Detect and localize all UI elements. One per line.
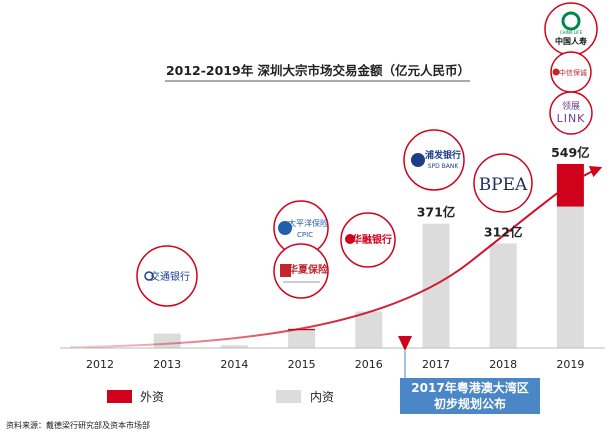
huarong-mark-icon <box>345 234 355 244</box>
spdb-mark-icon <box>411 153 425 167</box>
value-label-2017: 371亿 <box>417 205 456 220</box>
bar-domestic-2013 <box>153 333 181 348</box>
cpic-mark-icon <box>278 221 292 235</box>
x-tick-2013: 2013 <box>153 358 181 371</box>
logo-label-bocom: 交通银行 <box>150 270 190 283</box>
bar-domestic-2017 <box>422 223 450 348</box>
logo-huarong: 华融银行 <box>340 212 396 268</box>
logo-label-cpic: 太平洋保险 <box>288 218 328 228</box>
x-tick-2012: 2012 <box>86 358 114 371</box>
chart-title: 2012-2019年 深圳大宗市场交易金额（亿元人民币） <box>166 63 470 78</box>
legend-swatch-domestic <box>276 390 301 403</box>
logo-bpea: BPEA <box>473 153 533 213</box>
announcement-line-1: 2017年粤港澳大湾区 <box>411 380 528 395</box>
logo-sub-cpic: CPIC <box>297 231 313 239</box>
bar-foreign-2019 <box>556 164 584 207</box>
logo-cpic: 太平洋保险 CPIC <box>273 200 329 256</box>
bar-foreign-2015 <box>288 328 316 331</box>
bar-domestic-2016 <box>355 311 383 348</box>
logo-label-spdb: 浦发银行 <box>425 149 461 161</box>
bar-domestic-2012 <box>86 346 114 348</box>
chinalife-mark-icon <box>561 11 581 31</box>
x-tick-2014: 2014 <box>220 358 248 371</box>
bar-domestic-2014 <box>220 345 248 348</box>
x-tick-2018: 2018 <box>489 358 517 371</box>
value-labels: 371亿 312亿 549亿 <box>417 145 590 239</box>
logo-label-link-cn: 领展 <box>562 100 580 112</box>
logo-citic-prudential: 中信保诚 <box>550 51 592 93</box>
logo-sub-chinalife: CHINA LIFE <box>560 30 583 35</box>
value-label-2018: 312亿 <box>484 224 523 239</box>
legend-label-domestic: 内资 <box>310 390 334 404</box>
x-tick-2015: 2015 <box>288 358 316 371</box>
source-note: 资料来源：戴德梁行研究部及资本市场部 <box>6 420 150 430</box>
logo-label-link: LINK <box>557 112 586 125</box>
citic-prudential-mark-icon <box>552 68 560 76</box>
x-tick-2017: 2017 <box>422 358 450 371</box>
logo-huaxia: 华夏保险 <box>273 243 329 299</box>
logo-label-bpea: BPEA <box>479 175 528 195</box>
bar-domestic-2018 <box>489 243 517 348</box>
logo-spdb: 浦发银行 SPD BANK <box>403 129 465 191</box>
announcement-line-2: 初步规划公布 <box>434 396 506 411</box>
announcement-marker-icon <box>398 336 412 351</box>
x-tick-2016: 2016 <box>355 358 383 371</box>
logo-sub-spdb: SPD BANK <box>428 163 460 170</box>
bars-group <box>86 164 584 348</box>
legend-swatch-foreign <box>107 390 132 403</box>
logo-label-huarong: 华融银行 <box>352 233 392 246</box>
value-label-2019: 549亿 <box>551 145 590 160</box>
logo-label-citic-prudential: 中信保诚 <box>559 68 587 77</box>
legend-label-foreign: 外资 <box>140 390 164 404</box>
logo-link: 领展 LINK <box>549 91 593 135</box>
logo-label-huaxia: 华夏保险 <box>288 263 329 276</box>
bar-domestic-2019 <box>556 206 584 348</box>
x-tick-2019: 2019 <box>556 358 584 371</box>
x-axis-ticks: 2012 2013 2014 2015 2016 2017 2018 2019 <box>86 358 584 371</box>
bocom-mark-icon <box>144 271 154 281</box>
huaxia-mark-icon <box>280 264 291 277</box>
logo-chinalife: CHINA LIFE 中国人寿 <box>544 2 598 56</box>
trend-arrow <box>69 165 603 348</box>
logo-bocom: 交通银行 <box>136 245 198 307</box>
logo-label-chinalife: 中国人寿 <box>555 36 587 46</box>
announcement-box <box>400 378 540 414</box>
investor-logos: 交通银行 太平洋保险 CPIC 华夏保险 华融银行 浦发银行 SPD BANK <box>136 2 598 307</box>
bar-domestic-2015 <box>288 330 316 348</box>
